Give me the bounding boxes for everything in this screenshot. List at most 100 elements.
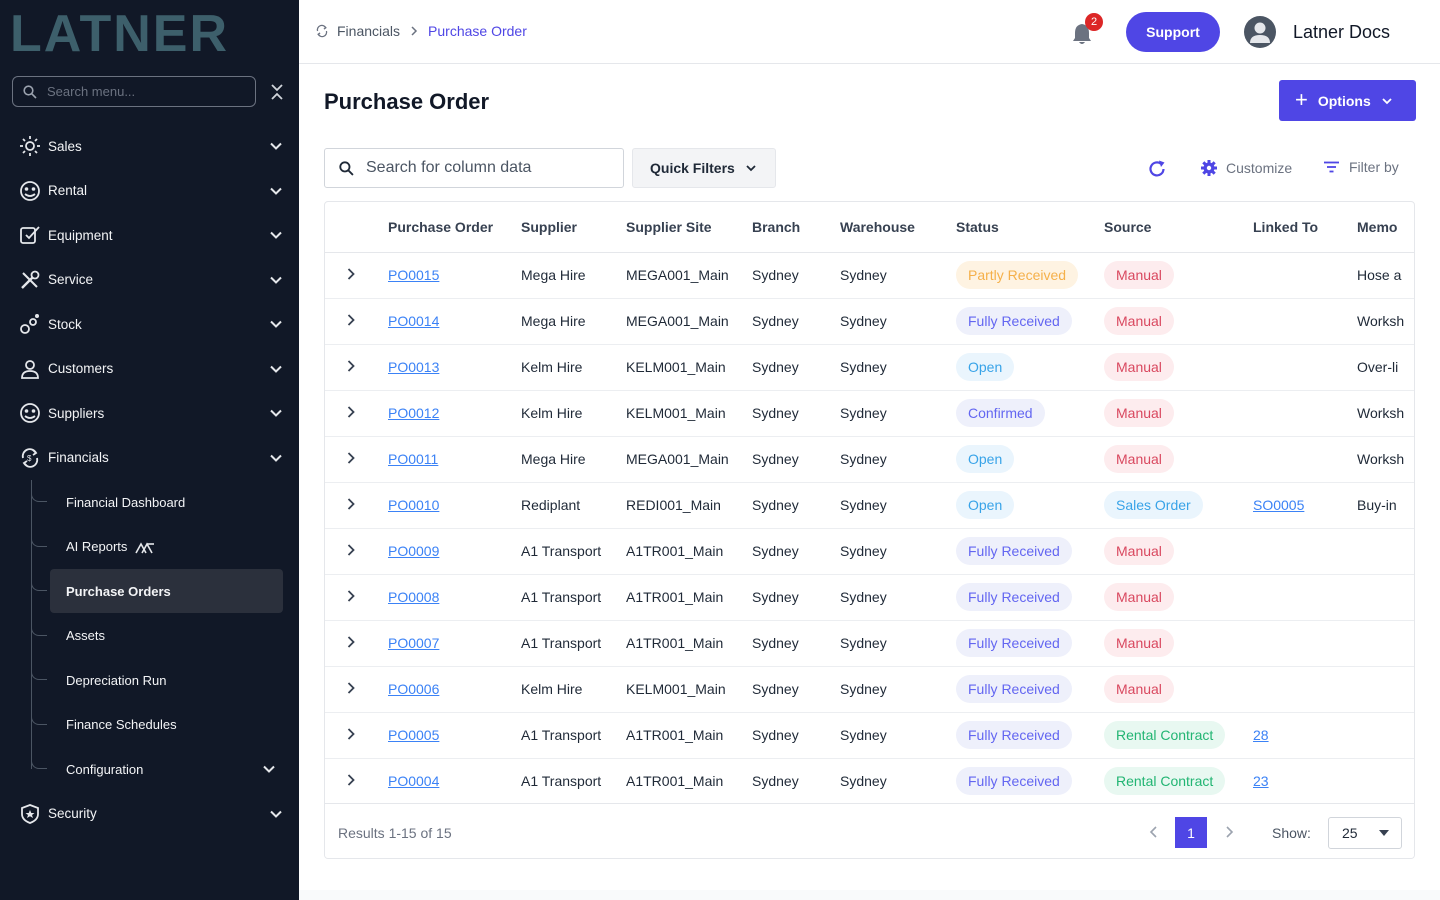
- source-badge: Manual: [1104, 399, 1174, 427]
- column-header[interactable]: Supplier: [521, 202, 626, 253]
- sidebar-subitem-financial-dashboard[interactable]: Financial Dashboard: [0, 480, 299, 525]
- sidebar-item-rental[interactable]: Rental: [0, 169, 299, 214]
- po-link[interactable]: PO0008: [388, 589, 440, 605]
- po-link[interactable]: PO0014: [388, 313, 440, 329]
- expand-cell[interactable]: [325, 712, 375, 759]
- menu-search-input[interactable]: [47, 84, 237, 99]
- column-header[interactable]: Source: [1104, 202, 1253, 253]
- customize-button[interactable]: Customize: [1200, 159, 1292, 177]
- chevron-right-icon[interactable]: [346, 313, 356, 327]
- column-search-input[interactable]: [366, 159, 606, 177]
- expand-cell[interactable]: [325, 528, 375, 575]
- refresh-icon[interactable]: [1147, 159, 1167, 179]
- po-link[interactable]: PO0007: [388, 635, 440, 651]
- linked-link[interactable]: 23: [1253, 773, 1269, 789]
- chevron-right-icon[interactable]: [346, 267, 356, 281]
- po-cell: PO0007: [375, 620, 521, 667]
- po-link[interactable]: PO0010: [388, 497, 440, 513]
- sidebar-item-service[interactable]: Service: [0, 258, 299, 303]
- sidebar-subitem-depreciation-run[interactable]: Depreciation Run: [0, 658, 299, 703]
- po-link[interactable]: PO0013: [388, 359, 440, 375]
- po-link[interactable]: PO0004: [388, 773, 440, 789]
- table-row[interactable]: PO0014 Mega Hire MEGA001_Main Sydney Sydney F…: [325, 298, 1414, 345]
- sidebar-item-stock[interactable]: Stock: [0, 302, 299, 347]
- table-row[interactable]: PO0010 Rediplant REDI001_Main Sydney Sydney O…: [325, 482, 1414, 529]
- page-button-current[interactable]: 1: [1175, 817, 1207, 848]
- page-size-select[interactable]: 25: [1328, 817, 1402, 849]
- chevron-right-icon[interactable]: [346, 681, 356, 695]
- po-link[interactable]: PO0009: [388, 543, 440, 559]
- expand-cell[interactable]: [325, 758, 375, 805]
- expand-cell[interactable]: [325, 252, 375, 299]
- sidebar-item-label: Rental: [48, 183, 88, 199]
- chevron-right-icon[interactable]: [1222, 825, 1236, 839]
- expand-cell[interactable]: [325, 574, 375, 621]
- table-row[interactable]: PO0009 A1 Transport A1TR001_Main Sydney Sydn…: [325, 528, 1414, 575]
- user-name[interactable]: Latner Docs: [1293, 22, 1391, 42]
- column-header[interactable]: Linked To: [1253, 202, 1357, 253]
- bell-icon[interactable]: [1071, 22, 1093, 46]
- collapse-sidebar-icon[interactable]: [268, 82, 286, 102]
- table-row[interactable]: PO0012 Kelm Hire KELM001_Main Sydney Sydney C…: [325, 390, 1414, 437]
- chevron-right-icon[interactable]: [346, 589, 356, 603]
- avatar[interactable]: [1244, 16, 1276, 48]
- sidebar-subitem-label: Purchase Orders: [66, 583, 171, 599]
- sidebar-subitem-ai-reports[interactable]: AI Reports: [0, 524, 299, 570]
- filter-by-button[interactable]: Filter by: [1323, 159, 1399, 175]
- table-row[interactable]: PO0015 Mega Hire MEGA001_Main Sydney Sydney P…: [325, 252, 1414, 299]
- sidebar-item-customers[interactable]: Customers: [0, 347, 299, 392]
- column-header[interactable]: Supplier Site: [626, 202, 752, 253]
- po-link[interactable]: PO0006: [388, 681, 440, 697]
- table-row[interactable]: PO0007 A1 Transport A1TR001_Main Sydney Sydn…: [325, 620, 1414, 667]
- table-row[interactable]: PO0005 A1 Transport A1TR001_Main Sydney Sydn…: [325, 712, 1414, 759]
- linked-link[interactable]: SO0005: [1253, 497, 1305, 513]
- expand-cell[interactable]: [325, 666, 375, 713]
- chevron-left-icon[interactable]: [1147, 825, 1161, 839]
- breadcrumb-financials[interactable]: Financials: [337, 23, 401, 39]
- column-header[interactable]: Purchase Order: [375, 202, 521, 253]
- sidebar-subitem-configuration[interactable]: Configuration: [0, 747, 299, 792]
- main-content: Financials Purchase Order 2 Support Latn…: [299, 0, 1440, 900]
- column-header[interactable]: Warehouse: [840, 202, 956, 253]
- sidebar-subitem-purchase-orders[interactable]: Purchase Orders: [0, 569, 299, 614]
- linked-link[interactable]: 28: [1253, 727, 1269, 743]
- po-link[interactable]: PO0015: [388, 267, 440, 283]
- expand-cell[interactable]: [325, 436, 375, 483]
- sidebar-item-equipment[interactable]: Equipment: [0, 213, 299, 258]
- chevron-right-icon[interactable]: [346, 635, 356, 649]
- table-row[interactable]: PO0006 Kelm Hire KELM001_Main Sydney Sydney F…: [325, 666, 1414, 713]
- po-link[interactable]: PO0011: [388, 451, 439, 467]
- table-row[interactable]: PO0008 A1 Transport A1TR001_Main Sydney Sydn…: [325, 574, 1414, 621]
- table-row[interactable]: PO0013 Kelm Hire KELM001_Main Sydney Sydney O…: [325, 344, 1414, 391]
- sidebar-item-label: Service: [48, 272, 94, 288]
- po-link[interactable]: PO0012: [388, 405, 440, 421]
- chevron-right-icon[interactable]: [346, 543, 356, 557]
- quick-filters-button[interactable]: Quick Filters: [632, 148, 776, 188]
- chevron-right-icon[interactable]: [346, 727, 356, 741]
- expand-cell[interactable]: [325, 298, 375, 345]
- column-header[interactable]: Status: [956, 202, 1104, 253]
- sidebar-item-financials[interactable]: $ Financials: [0, 436, 299, 481]
- po-cell: PO0015: [375, 252, 521, 299]
- sidebar-item-sales[interactable]: Sales: [0, 124, 299, 169]
- chevron-right-icon[interactable]: [346, 497, 356, 511]
- options-button[interactable]: + Options: [1279, 80, 1416, 121]
- chevron-right-icon[interactable]: [346, 451, 356, 465]
- support-button[interactable]: Support: [1126, 12, 1220, 52]
- expand-cell[interactable]: [325, 620, 375, 667]
- column-header[interactable]: Memo: [1357, 202, 1414, 253]
- sidebar-subitem-assets[interactable]: Assets: [0, 613, 299, 659]
- table-row[interactable]: PO0004 A1 Transport A1TR001_Main Sydney Sydn…: [325, 758, 1414, 805]
- chevron-right-icon[interactable]: [346, 359, 356, 373]
- sidebar-subitem-finance-schedules[interactable]: Finance Schedules: [0, 702, 299, 748]
- sidebar-item-security[interactable]: Security: [0, 792, 299, 837]
- chevron-right-icon[interactable]: [346, 405, 356, 419]
- po-link[interactable]: PO0005: [388, 727, 440, 743]
- expand-cell[interactable]: [325, 390, 375, 437]
- expand-cell[interactable]: [325, 482, 375, 529]
- expand-cell[interactable]: [325, 344, 375, 391]
- chevron-right-icon[interactable]: [346, 773, 356, 787]
- sidebar-item-suppliers[interactable]: Suppliers: [0, 391, 299, 436]
- table-row[interactable]: PO0011 Mega Hire MEGA001_Main Sydney Sydney O…: [325, 436, 1414, 483]
- column-header[interactable]: Branch: [752, 202, 840, 253]
